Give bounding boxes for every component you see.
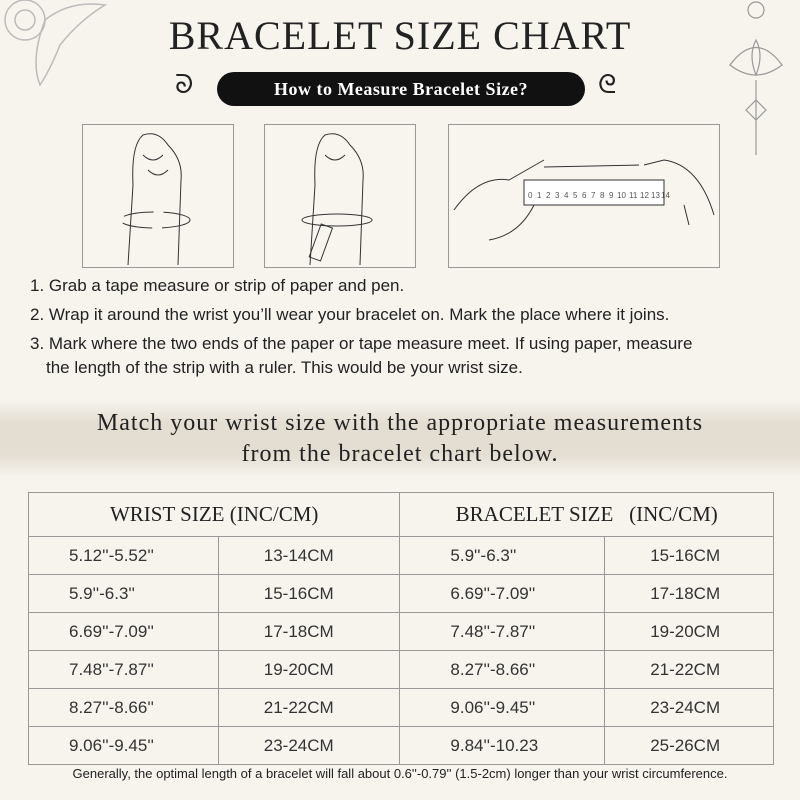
ruler-number: 4 (564, 191, 569, 200)
header-wrist-size: WRIST SIZE (INC/CM) (27, 492, 401, 537)
table-cell: 8.27''-8.66'' (28, 688, 219, 727)
banner-line: from the bracelet chart below. (241, 441, 559, 467)
lotus-ornament-icon (729, 1, 783, 155)
table-cell: 5.12''-5.52'' (28, 536, 219, 575)
ruler-number: 14 (661, 191, 670, 200)
table-cell: 5.9''-6.3'' (28, 574, 219, 613)
table-cell: 17-18CM (217, 612, 401, 651)
ruler-number: 6 (582, 191, 587, 200)
header-bracelet-size: BRACELET SIZE (INC/CM) (399, 492, 774, 537)
step-2: 2. Wrap it around the wrist you’ll wear … (30, 305, 670, 324)
table-row: 8.27''-8.66'' 21-22CM 9.06''-9.45'' 23-24CM (28, 688, 774, 727)
ruler-number: 5 (573, 191, 578, 200)
page-title: BRACELET SIZE CHART (168, 13, 632, 58)
table-row: 5.12''-5.52'' 13-14CM 5.9''-6.3'' 15-16CM (28, 536, 774, 575)
table-cell: 9.06''-9.45'' (28, 726, 219, 765)
table-cell: 15-16CM (604, 536, 774, 575)
swirl-ornament-icon: ᘐ (175, 70, 194, 100)
table-cell: 15-16CM (217, 574, 401, 613)
size-table: WRIST SIZE (INC/CM) BRACELET SIZE (INC/CM… (27, 492, 774, 765)
ruler-number: 11 (629, 191, 638, 200)
illustration-mark-wrist (264, 124, 416, 268)
ruler-number: 0 (528, 191, 533, 200)
ruler-measure-icon: 0 1 2 3 4 5 6 7 8 9 10 11 12 13 14 (453, 159, 715, 241)
table-cell: 9.06''-9.45'' (399, 688, 606, 727)
banner-line: Match your wrist size with the appropria… (96, 410, 704, 436)
table-cell: 7.48''-7.87'' (28, 650, 219, 689)
ruler-number: 8 (600, 191, 605, 200)
ruler-number: 9 (609, 191, 614, 200)
table-cell: 9.84''-10.23 (399, 726, 606, 765)
ruler-number: 13 (651, 191, 660, 200)
match-banner: Match your wrist size with the appropria… (0, 400, 800, 478)
subtitle-pill: How to Measure Bracelet Size? (217, 72, 585, 106)
table-cell: 19-20CM (604, 612, 774, 651)
instructions-list: 1. Grab a tape measure or strip of paper… (30, 276, 692, 387)
table-cell: 23-24CM (217, 726, 401, 765)
table-cell: 21-22CM (217, 688, 401, 727)
table-cell: 6.69''-7.09'' (28, 612, 219, 651)
hand-wrap-icon (119, 133, 191, 266)
ruler-number: 7 (591, 191, 596, 200)
ruler-number: 1 (537, 191, 542, 200)
hand-mark-icon (301, 133, 373, 266)
table-row: 6.69''-7.09'' 17-18CM 7.48''-7.87'' 19-20CM (28, 612, 774, 651)
ruler-number: 10 (617, 191, 626, 200)
step-3: 3. Mark where the two ends of the paper … (30, 334, 693, 353)
table-cell: 25-26CM (604, 726, 774, 765)
table-row: 9.06''-9.45'' 23-24CM 9.84''-10.23 25-26CM (28, 726, 774, 765)
table-cell: 21-22CM (604, 650, 774, 689)
swirl-ornament-icon: ᘓ (598, 70, 617, 100)
ruler-number: 2 (546, 191, 551, 200)
ruler-number: 12 (640, 191, 649, 200)
table-cell: 8.27''-8.66'' (399, 650, 606, 689)
table-row: 7.48''-7.87'' 19-20CM 8.27''-8.66'' 21-22CM (28, 650, 774, 689)
table-cell: 6.69''-7.09'' (399, 574, 606, 613)
table-header: WRIST SIZE (INC/CM) BRACELET SIZE (INC/CM… (27, 492, 774, 537)
step-3-continued: the length of the strip with a ruler. Th… (46, 358, 523, 377)
illustration-wrap-wrist (82, 124, 234, 268)
table-cell: 7.48''-7.87'' (399, 612, 606, 651)
table-cell: 23-24CM (604, 688, 774, 727)
ruler-number: 3 (555, 191, 560, 200)
table-cell: 17-18CM (604, 574, 774, 613)
mandala-ornament-icon (4, 0, 108, 87)
table-cell: 19-20CM (217, 650, 401, 689)
footnote: Generally, the optimal length of a brace… (72, 766, 728, 781)
table-row: 5.9''-6.3'' 15-16CM 6.69''-7.09'' 17-18CM (28, 574, 774, 613)
table-cell: 13-14CM (217, 536, 401, 575)
step-1: 1. Grab a tape measure or strip of paper… (30, 276, 405, 295)
illustration-ruler: 0 1 2 3 4 5 6 7 8 9 10 11 12 13 14 (448, 124, 720, 268)
table-cell: 5.9''-6.3'' (399, 536, 606, 575)
